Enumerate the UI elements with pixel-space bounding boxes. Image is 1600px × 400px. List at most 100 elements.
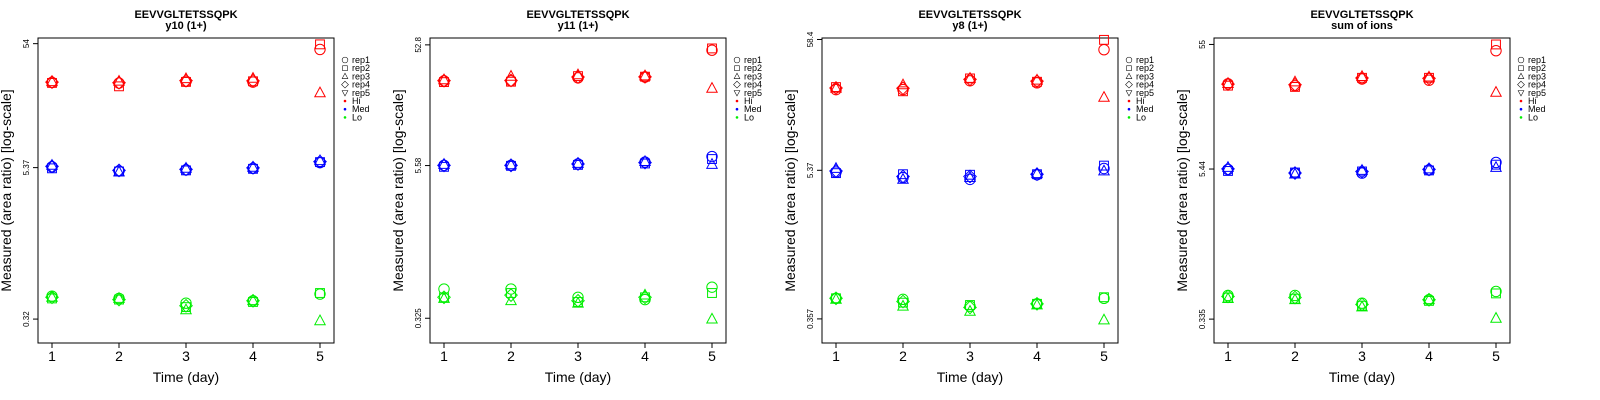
legend-marker-rep4 — [1517, 80, 1525, 89]
data-point-lo-rep4 — [829, 291, 843, 306]
data-point-hi-rep2 — [965, 73, 975, 84]
legend-label: Hi — [744, 96, 753, 106]
data-point-med-rep1 — [1490, 156, 1502, 169]
legend-label: rep4 — [352, 80, 370, 90]
legend-dot-lo — [735, 116, 739, 119]
data-point-hi-rep2 — [114, 81, 124, 92]
chart-title: EEVVGLTETSSQPK — [918, 9, 1021, 21]
data-point-hi-rep3 — [112, 74, 126, 86]
legend-label: Lo — [744, 112, 754, 122]
x-tick-label: 4 — [1425, 348, 1433, 364]
data-point-hi-rep2 — [47, 77, 57, 88]
data-point-med-rep2 — [1491, 159, 1501, 170]
legend-dot-lo — [343, 116, 347, 119]
legend-label: Med — [1528, 104, 1546, 114]
data-point-hi-rep4 — [829, 81, 843, 95]
plot-area — [37, 37, 335, 344]
data-point-lo-rep1 — [639, 293, 651, 306]
legend-marker-rep2 — [1126, 65, 1132, 71]
x-tick-label: 1 — [1224, 348, 1232, 364]
legend-dot-hi — [1127, 99, 1131, 103]
data-point-med-rep3 — [437, 157, 451, 169]
data-point-med-rep3 — [638, 154, 652, 167]
data-point-hi-rep3 — [1355, 69, 1369, 81]
legend-marker-rep1 — [733, 56, 741, 64]
data-point-hi-rep2 — [898, 86, 908, 97]
data-point-med-rep3 — [112, 165, 126, 177]
chart-subtitle: sum of ions — [1331, 20, 1393, 32]
data-point-hi-rep2 — [1491, 39, 1501, 50]
y-tick-label: 58.4 — [806, 31, 815, 47]
data-point-lo-rep3 — [246, 294, 260, 306]
x-axis-label: Time (day) — [937, 369, 1003, 385]
data-point-lo-rep1 — [572, 291, 584, 304]
data-point-lo-rep4 — [112, 292, 126, 307]
legend-dot-hi — [1519, 99, 1523, 103]
legend-label: rep5 — [1136, 88, 1154, 98]
legend-label: rep1 — [352, 55, 370, 65]
legend-marker-rep4 — [341, 80, 349, 89]
legend-label: Med — [1136, 104, 1154, 114]
data-point-lo-rep2 — [1099, 292, 1109, 303]
data-point-med-rep2 — [1032, 169, 1042, 180]
data-point-hi-rep1 — [1098, 43, 1110, 56]
y-tick-label: 55 — [1198, 39, 1207, 48]
data-point-med-rep2 — [707, 154, 717, 164]
plot-area — [821, 37, 1119, 344]
data-point-med-rep4 — [504, 158, 518, 173]
data-point-lo-rep3 — [896, 299, 910, 311]
data-point-lo-rep2 — [1290, 293, 1300, 304]
y-tick-label: 0.325 — [414, 308, 423, 329]
data-point-lo-rep2 — [315, 288, 325, 298]
data-point-lo-rep1 — [897, 293, 909, 306]
data-point-lo-rep3 — [829, 292, 843, 304]
data-point-lo-rep4 — [504, 288, 518, 303]
data-point-med-rep4 — [179, 162, 193, 177]
legend-marker-rep1 — [1517, 56, 1525, 64]
data-point-hi-rep4 — [638, 69, 652, 84]
data-point-hi-rep1 — [314, 43, 326, 56]
y-axis-label: Measured (area ratio) [log-scale] — [390, 89, 406, 291]
legend-label: rep5 — [352, 88, 370, 98]
data-point-hi-rep4 — [437, 73, 451, 88]
data-point-med-rep4 — [1422, 162, 1436, 177]
legend-label: rep1 — [1136, 55, 1154, 65]
legend-label: Med — [352, 104, 370, 114]
chart-title: EEVVGLTETSSQPK — [526, 9, 629, 21]
data-point-lo-rep3 — [313, 314, 327, 326]
legend-marker-rep5 — [1125, 90, 1133, 97]
x-tick-label: 4 — [249, 348, 257, 364]
data-point-lo-rep3 — [437, 291, 451, 303]
legend-label: Hi — [1136, 96, 1145, 106]
data-point-lo-rep1 — [180, 297, 192, 309]
x-tick-label: 3 — [966, 348, 974, 364]
data-point-med-rep2 — [1357, 166, 1367, 177]
data-point-med-rep3 — [45, 158, 59, 170]
x-tick-label: 2 — [1291, 348, 1299, 364]
data-point-lo-rep2 — [1491, 288, 1501, 299]
legend-marker-rep2 — [342, 65, 348, 71]
x-tick-label: 1 — [440, 348, 448, 364]
legend-label: rep4 — [744, 80, 762, 90]
data-point-hi-rep3 — [179, 71, 193, 84]
data-point-lo-rep3 — [504, 294, 518, 306]
y-tick-label: 5.37 — [22, 159, 31, 175]
y-tick-label: 0.335 — [1198, 309, 1207, 330]
data-point-lo-rep4 — [1422, 292, 1436, 307]
legend-label: rep2 — [352, 63, 370, 73]
legend-marker-rep4 — [1125, 80, 1133, 89]
legend-label: Med — [744, 104, 762, 114]
legend-label: Lo — [352, 112, 362, 122]
x-tick-label: 5 — [1100, 348, 1108, 364]
legend-marker-rep3 — [1517, 72, 1525, 79]
legend-dot-hi — [735, 99, 739, 103]
data-point-hi-rep3 — [829, 81, 843, 93]
data-point-lo-rep4 — [246, 293, 260, 308]
y-axis-label: Measured (area ratio) [log-scale] — [0, 89, 14, 291]
data-point-med-rep3 — [705, 157, 719, 169]
data-point-hi-rep4 — [1030, 74, 1044, 89]
legend-label: rep1 — [744, 55, 762, 65]
data-point-med-rep3 — [504, 158, 518, 170]
